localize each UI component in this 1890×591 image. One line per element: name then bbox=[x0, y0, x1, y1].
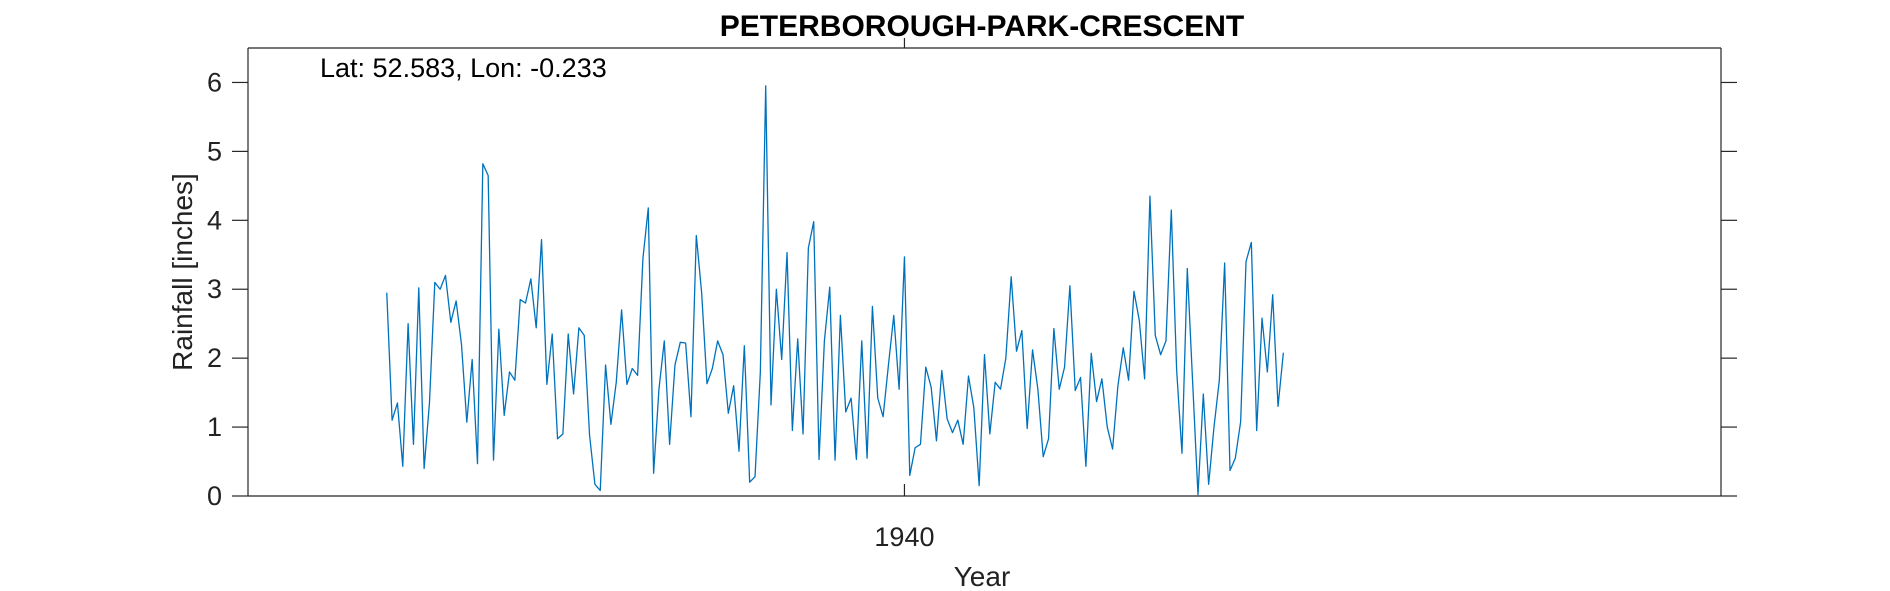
y-tick-label: 1 bbox=[207, 412, 222, 442]
x-axis-label: Year bbox=[954, 561, 1011, 591]
plot-area bbox=[248, 48, 1721, 496]
y-axis-label: Rainfall [inches] bbox=[167, 173, 198, 371]
rainfall-series-line bbox=[386, 85, 1285, 496]
location-annotation: Lat: 52.583, Lon: -0.233 bbox=[320, 53, 607, 83]
y-tick-label: 4 bbox=[207, 205, 222, 235]
tick-labels: 0 1 2 3 4 5 6 1940 bbox=[207, 67, 935, 552]
y-tick-label: 6 bbox=[207, 67, 222, 97]
x-tick-label: 1940 bbox=[874, 522, 934, 552]
y-tick-label: 5 bbox=[207, 136, 222, 166]
axes bbox=[247, 47, 1722, 497]
y-tick-label: 0 bbox=[207, 481, 222, 511]
y-tick-label: 2 bbox=[207, 343, 222, 373]
y-tick-label: 3 bbox=[207, 274, 222, 304]
chart-title: PETERBOROUGH-PARK-CRESCENT bbox=[720, 10, 1244, 43]
tick-marks bbox=[232, 38, 1737, 497]
series-layer bbox=[386, 85, 1285, 496]
